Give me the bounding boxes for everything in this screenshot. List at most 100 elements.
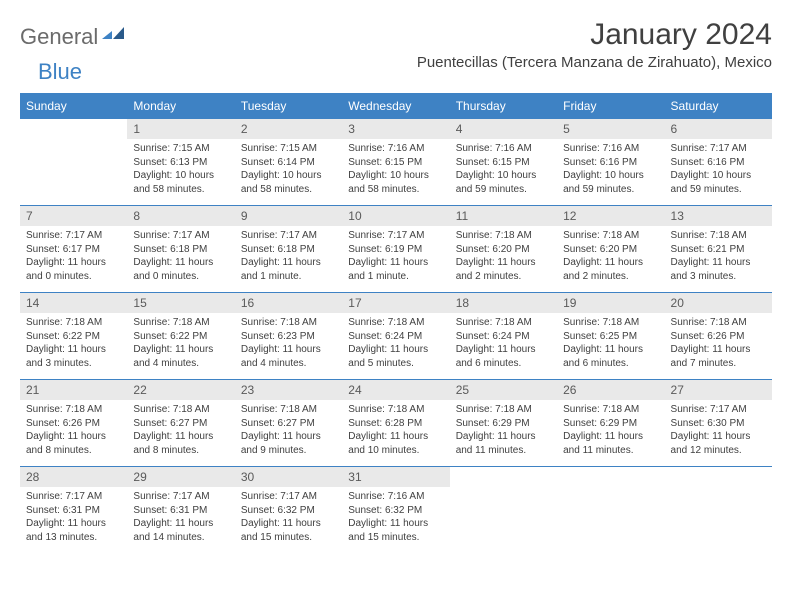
daylight-text: Daylight: 11 hours and 6 minutes. [563,343,658,370]
daylight-text: Daylight: 11 hours and 3 minutes. [26,343,121,370]
sunrise-text: Sunrise: 7:17 AM [133,490,228,504]
day-info: Sunrise: 7:15 AMSunset: 6:14 PMDaylight:… [235,139,342,202]
daylight-text: Daylight: 11 hours and 15 minutes. [348,517,443,544]
sunset-text: Sunset: 6:13 PM [133,156,228,170]
month-title: January 2024 [417,18,772,52]
day-info: Sunrise: 7:18 AMSunset: 6:28 PMDaylight:… [342,400,449,463]
sunset-text: Sunset: 6:24 PM [348,330,443,344]
day-number: 29 [127,467,234,487]
daylight-text: Daylight: 11 hours and 6 minutes. [456,343,551,370]
day-number: 14 [20,293,127,313]
daylight-text: Daylight: 11 hours and 2 minutes. [456,256,551,283]
calendar-page: General January 2024 Puentecillas (Terce… [0,0,792,553]
day-number: 24 [342,380,449,400]
day-number: 7 [20,206,127,226]
sunset-text: Sunset: 6:29 PM [456,417,551,431]
day-cell: 28Sunrise: 7:17 AMSunset: 6:31 PMDayligh… [20,467,127,553]
day-number: 17 [342,293,449,313]
sunrise-text: Sunrise: 7:15 AM [241,142,336,156]
sunset-text: Sunset: 6:22 PM [26,330,121,344]
day-cell: 6Sunrise: 7:17 AMSunset: 6:16 PMDaylight… [665,119,772,205]
day-info: Sunrise: 7:16 AMSunset: 6:32 PMDaylight:… [342,487,449,550]
sunrise-text: Sunrise: 7:17 AM [671,142,766,156]
day-cell: 9Sunrise: 7:17 AMSunset: 6:18 PMDaylight… [235,206,342,292]
day-number: 21 [20,380,127,400]
sunset-text: Sunset: 6:27 PM [241,417,336,431]
daylight-text: Daylight: 11 hours and 0 minutes. [133,256,228,283]
day-header-row: Sunday Monday Tuesday Wednesday Thursday… [20,93,772,119]
day-info: Sunrise: 7:18 AMSunset: 6:24 PMDaylight:… [450,313,557,376]
day-number: 27 [665,380,772,400]
day-number: 25 [450,380,557,400]
day-info: Sunrise: 7:18 AMSunset: 6:26 PMDaylight:… [20,400,127,463]
day-info: Sunrise: 7:18 AMSunset: 6:24 PMDaylight:… [342,313,449,376]
logo-text-1: General [20,24,98,50]
day-cell: 30Sunrise: 7:17 AMSunset: 6:32 PMDayligh… [235,467,342,553]
day-info: Sunrise: 7:18 AMSunset: 6:26 PMDaylight:… [665,313,772,376]
daylight-text: Daylight: 11 hours and 14 minutes. [133,517,228,544]
sunset-text: Sunset: 6:24 PM [456,330,551,344]
day-cell: 18Sunrise: 7:18 AMSunset: 6:24 PMDayligh… [450,293,557,379]
daylight-text: Daylight: 11 hours and 1 minute. [241,256,336,283]
day-info: Sunrise: 7:15 AMSunset: 6:13 PMDaylight:… [127,139,234,202]
sunrise-text: Sunrise: 7:18 AM [348,316,443,330]
sunrise-text: Sunrise: 7:18 AM [26,403,121,417]
day-cell: 27Sunrise: 7:17 AMSunset: 6:30 PMDayligh… [665,380,772,466]
daylight-text: Daylight: 11 hours and 12 minutes. [671,430,766,457]
sunset-text: Sunset: 6:25 PM [563,330,658,344]
daylight-text: Daylight: 11 hours and 4 minutes. [133,343,228,370]
daylight-text: Daylight: 10 hours and 58 minutes. [348,169,443,196]
week-row: 21Sunrise: 7:18 AMSunset: 6:26 PMDayligh… [20,380,772,467]
day-cell [665,467,772,553]
day-cell: 2Sunrise: 7:15 AMSunset: 6:14 PMDaylight… [235,119,342,205]
dayheader-wed: Wednesday [342,93,449,119]
sunset-text: Sunset: 6:20 PM [563,243,658,257]
sunrise-text: Sunrise: 7:18 AM [671,229,766,243]
sunrise-text: Sunrise: 7:17 AM [26,229,121,243]
day-number: 19 [557,293,664,313]
daylight-text: Daylight: 10 hours and 59 minutes. [456,169,551,196]
sunrise-text: Sunrise: 7:18 AM [456,316,551,330]
day-cell: 10Sunrise: 7:17 AMSunset: 6:19 PMDayligh… [342,206,449,292]
daylight-text: Daylight: 10 hours and 58 minutes. [241,169,336,196]
day-number: 28 [20,467,127,487]
day-info: Sunrise: 7:17 AMSunset: 6:16 PMDaylight:… [665,139,772,202]
day-number [450,467,557,473]
sunset-text: Sunset: 6:28 PM [348,417,443,431]
location: Puentecillas (Tercera Manzana de Zirahua… [417,54,772,71]
day-cell: 24Sunrise: 7:18 AMSunset: 6:28 PMDayligh… [342,380,449,466]
day-info: Sunrise: 7:16 AMSunset: 6:15 PMDaylight:… [342,139,449,202]
sunset-text: Sunset: 6:30 PM [671,417,766,431]
day-info: Sunrise: 7:17 AMSunset: 6:18 PMDaylight:… [235,226,342,289]
logo-text-2: Blue [38,59,82,85]
day-info: Sunrise: 7:17 AMSunset: 6:31 PMDaylight:… [20,487,127,550]
sunset-text: Sunset: 6:20 PM [456,243,551,257]
week-row: 1Sunrise: 7:15 AMSunset: 6:13 PMDaylight… [20,119,772,206]
dayheader-thu: Thursday [450,93,557,119]
day-info: Sunrise: 7:18 AMSunset: 6:22 PMDaylight:… [20,313,127,376]
sunset-text: Sunset: 6:29 PM [563,417,658,431]
daylight-text: Daylight: 11 hours and 4 minutes. [241,343,336,370]
daylight-text: Daylight: 10 hours and 58 minutes. [133,169,228,196]
sunrise-text: Sunrise: 7:18 AM [241,403,336,417]
day-cell: 25Sunrise: 7:18 AMSunset: 6:29 PMDayligh… [450,380,557,466]
daylight-text: Daylight: 11 hours and 5 minutes. [348,343,443,370]
day-cell: 12Sunrise: 7:18 AMSunset: 6:20 PMDayligh… [557,206,664,292]
day-cell: 17Sunrise: 7:18 AMSunset: 6:24 PMDayligh… [342,293,449,379]
day-number: 8 [127,206,234,226]
day-cell: 1Sunrise: 7:15 AMSunset: 6:13 PMDaylight… [127,119,234,205]
daylight-text: Daylight: 11 hours and 15 minutes. [241,517,336,544]
day-cell: 21Sunrise: 7:18 AMSunset: 6:26 PMDayligh… [20,380,127,466]
day-info: Sunrise: 7:17 AMSunset: 6:31 PMDaylight:… [127,487,234,550]
day-number: 1 [127,119,234,139]
sunrise-text: Sunrise: 7:16 AM [348,490,443,504]
day-cell [450,467,557,553]
day-number: 2 [235,119,342,139]
day-cell: 5Sunrise: 7:16 AMSunset: 6:16 PMDaylight… [557,119,664,205]
day-number [557,467,664,473]
day-cell: 22Sunrise: 7:18 AMSunset: 6:27 PMDayligh… [127,380,234,466]
day-number [20,119,127,125]
sunset-text: Sunset: 6:27 PM [133,417,228,431]
day-cell: 16Sunrise: 7:18 AMSunset: 6:23 PMDayligh… [235,293,342,379]
daylight-text: Daylight: 11 hours and 1 minute. [348,256,443,283]
